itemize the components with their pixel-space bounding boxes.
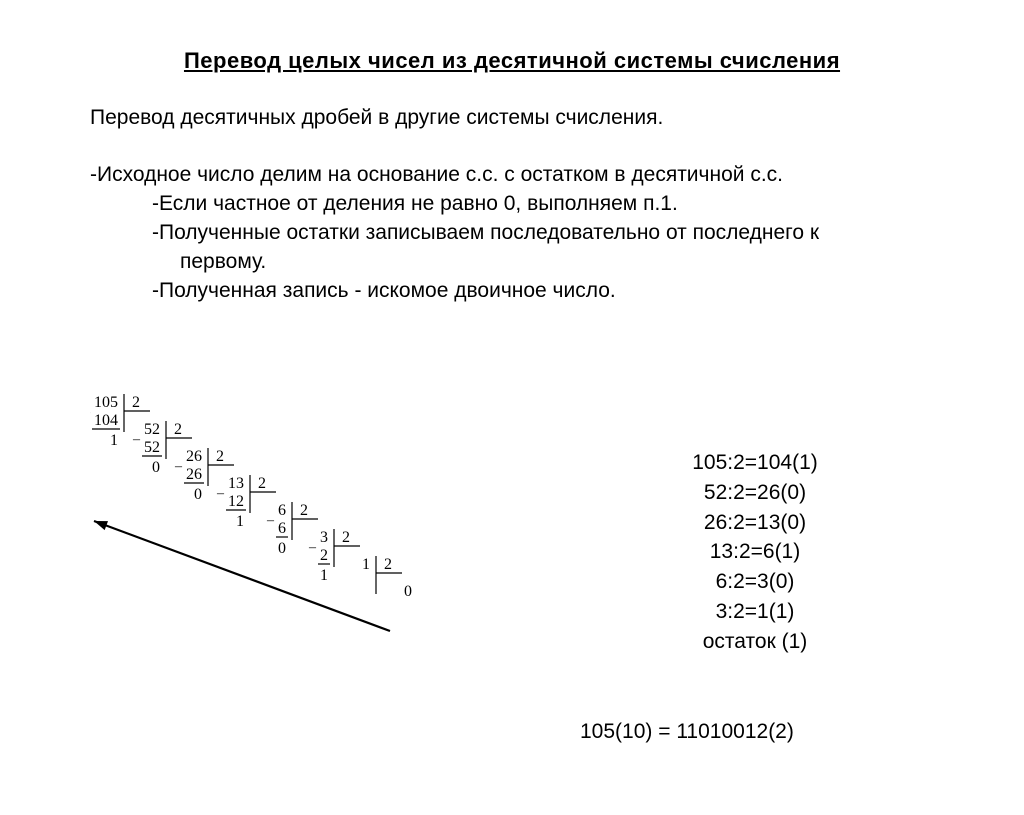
svg-text:52: 52: [144, 421, 160, 438]
svg-text:2: 2: [342, 529, 350, 546]
svg-text:2: 2: [300, 502, 308, 519]
calc-row: 6:2=3(0): [640, 567, 870, 597]
body-text: Перевод десятичных дробей в другие систе…: [0, 104, 1024, 306]
long-division-diagram: 105252104–122652–021326–02612–1236–0212–…: [90, 393, 470, 653]
svg-text:104: 104: [94, 412, 118, 429]
calculation-list: 105:2=104(1)52:2=26(0)26:2=13(0)13:2=6(1…: [640, 448, 870, 657]
svg-text:13: 13: [228, 475, 244, 492]
svg-text:1: 1: [362, 556, 370, 573]
svg-text:–: –: [132, 432, 141, 447]
intro-paragraph: Перевод десятичных дробей в другие систе…: [90, 104, 964, 133]
calc-row: 13:2=6(1): [640, 537, 870, 567]
svg-text:1: 1: [236, 513, 244, 530]
svg-text:12: 12: [228, 493, 244, 510]
page-title: Перевод целых чисел из десятичной систем…: [0, 48, 1024, 74]
svg-text:–: –: [90, 405, 91, 420]
svg-text:0: 0: [404, 583, 412, 600]
svg-text:2: 2: [216, 448, 224, 465]
svg-text:0: 0: [278, 540, 286, 557]
calc-row: 52:2=26(0): [640, 478, 870, 508]
step-3-line1: -Полученные остатки записываем последова…: [90, 219, 964, 248]
svg-text:–: –: [216, 486, 225, 501]
svg-text:–: –: [308, 540, 317, 555]
svg-text:2: 2: [132, 394, 140, 411]
svg-text:26: 26: [186, 466, 202, 483]
svg-text:26: 26: [186, 448, 202, 465]
svg-text:6: 6: [278, 502, 286, 519]
calc-row: 105:2=104(1): [640, 448, 870, 478]
svg-text:1: 1: [110, 432, 118, 449]
svg-text:105: 105: [94, 394, 118, 411]
svg-text:52: 52: [144, 439, 160, 456]
calc-row: 3:2=1(1): [640, 597, 870, 627]
svg-text:–: –: [174, 459, 183, 474]
step-1: -Исходное число делим на основание с.с. …: [90, 161, 964, 190]
svg-text:6: 6: [278, 520, 286, 537]
svg-text:0: 0: [194, 486, 202, 503]
calc-row: остаток (1): [640, 627, 870, 657]
calc-row: 26:2=13(0): [640, 508, 870, 538]
svg-text:–: –: [266, 513, 275, 528]
svg-text:3: 3: [320, 529, 328, 546]
svg-text:1: 1: [320, 567, 328, 584]
result-line: 105(10) = 11010012(2): [580, 720, 794, 744]
svg-text:2: 2: [174, 421, 182, 438]
step-2: -Если частное от деления не равно 0, вып…: [90, 190, 964, 219]
svg-text:2: 2: [320, 547, 328, 564]
svg-text:2: 2: [258, 475, 266, 492]
step-3-line2: первому.: [90, 248, 964, 277]
svg-text:2: 2: [384, 556, 392, 573]
step-4: -Полученная запись - искомое двоичное чи…: [90, 277, 964, 306]
svg-text:0: 0: [152, 459, 160, 476]
